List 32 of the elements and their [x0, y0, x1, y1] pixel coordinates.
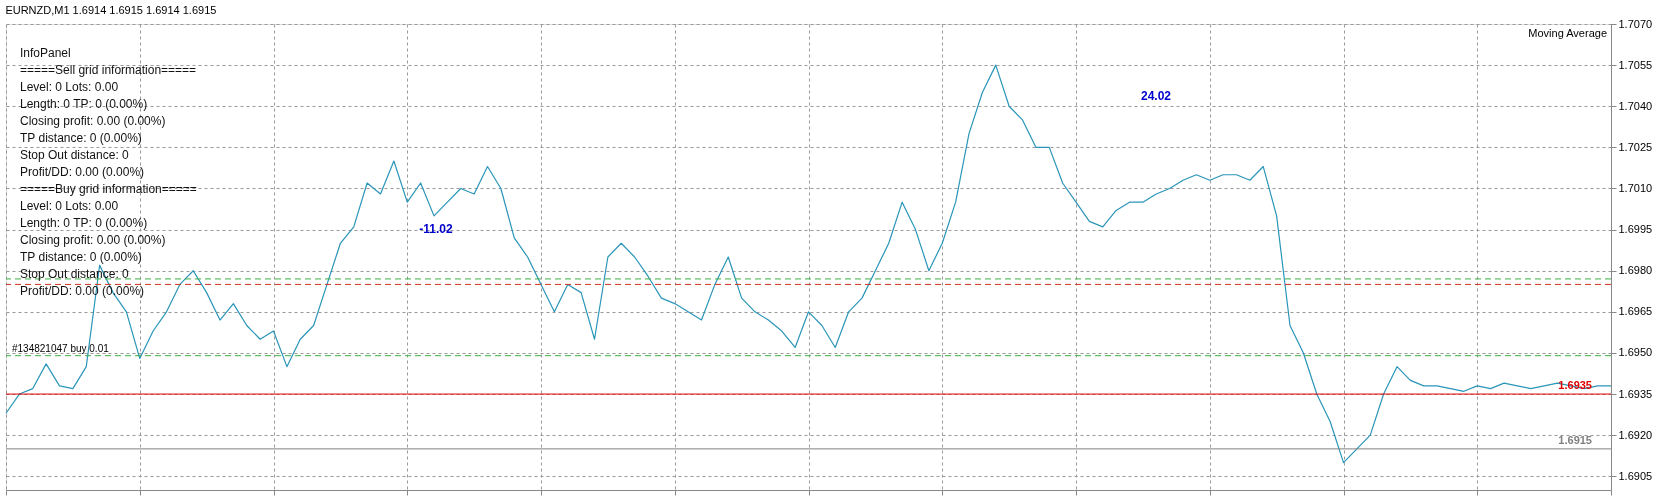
annotation: Length: 0 TP: 0 (0.00%): [20, 216, 148, 230]
annotation: Profit/DD: 0.00 (0.00%): [20, 165, 145, 179]
y-tick-label: 1.6965: [1618, 305, 1653, 318]
annotation: InfoPanel: [20, 46, 71, 60]
y-tick-label: 1.6935: [1618, 387, 1653, 400]
line-series: [5, 64, 1612, 464]
annotation: =====Buy grid information=====: [20, 182, 197, 196]
annotation: =====Sell grid information=====: [20, 63, 197, 77]
annotation: Closing profit: 0.00 (0.00%): [20, 233, 166, 247]
annotation: Moving Average: [1528, 27, 1607, 39]
y-tick-label: 1.6905: [1618, 469, 1653, 482]
y-tick-label: 1.6980: [1618, 264, 1653, 277]
annotation: Length: 0 TP: 0 (0.00%): [20, 97, 148, 111]
y-tick-label: 1.7055: [1618, 58, 1653, 71]
annotation: 24.02: [1140, 89, 1172, 103]
annotation: Closing profit: 0.00 (0.00%): [20, 114, 166, 128]
ref-line-label: #134821047 buy 0.01: [12, 342, 110, 354]
annotation: -11.02: [419, 222, 453, 236]
ref-line-label: 1.6915: [1558, 433, 1592, 446]
y-tick-label: 1.6950: [1618, 346, 1653, 359]
y-tick-label: 1.7025: [1618, 140, 1653, 153]
y-tick-label: 1.7070: [1618, 17, 1653, 30]
annotation: Level: 0 Lots: 0.00: [20, 199, 119, 213]
annotation: TP distance: 0 (0.00%): [20, 250, 142, 264]
annotation: Level: 0 Lots: 0.00: [20, 80, 119, 94]
annotation: TP distance: 0 (0.00%): [20, 131, 142, 145]
y-tick-label: 1.7040: [1618, 99, 1653, 112]
y-tick-label: 1.7010: [1618, 181, 1653, 194]
annotation: Stop Out distance: 0: [20, 148, 130, 162]
y-tick-label: 1.6995: [1618, 223, 1653, 236]
y-tick-label: 1.6920: [1618, 428, 1653, 441]
chart-title: EURNZD,M1 1.6914 1.6915 1.6914 1.6915: [5, 4, 217, 16]
